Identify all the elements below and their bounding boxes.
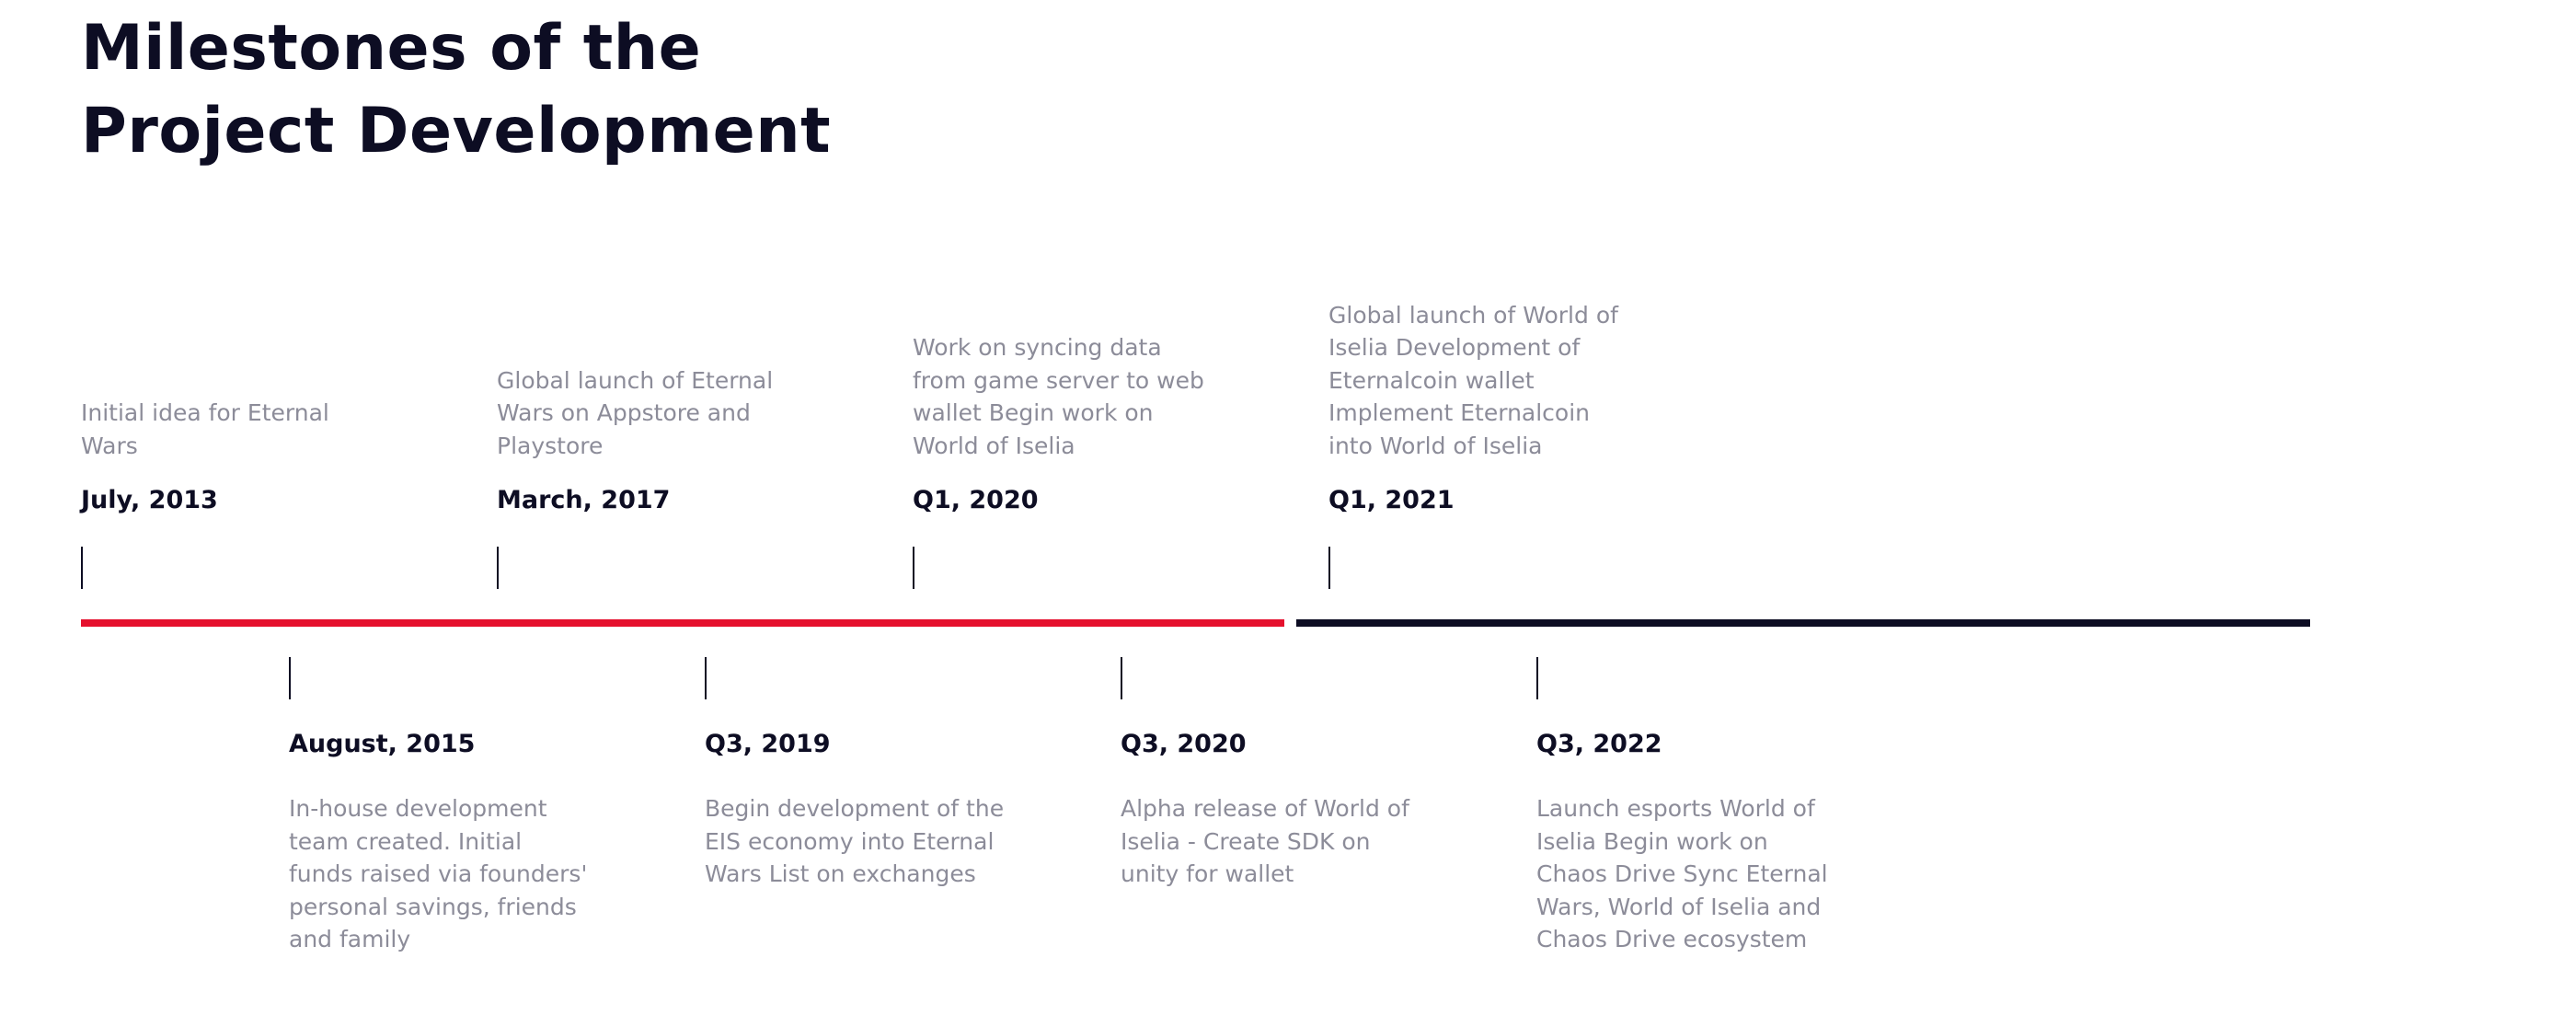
page-title: Milestones of the Project Development [81, 7, 831, 173]
milestone-date: March, 2017 [497, 486, 671, 514]
milestone-description: Work on syncing data from game server to… [913, 334, 1204, 459]
milestone-tick [705, 657, 707, 699]
milestone-description: Global launch of Eternal Wars on Appstor… [497, 366, 774, 459]
milestone-date: July, 2013 [81, 486, 218, 514]
milestone-tick [1328, 547, 1330, 589]
milestone-date: Q3, 2020 [1121, 730, 1247, 758]
milestone-date: Q1, 2021 [1328, 486, 1455, 514]
milestone-description: Alpha release of World of Iselia - Creat… [1121, 795, 1409, 887]
milestone-tick [913, 547, 914, 589]
milestone-tick [497, 547, 499, 589]
milestone-date: Q3, 2022 [1536, 730, 1662, 758]
milestone-description: Launch esports World of Iselia Begin wor… [1536, 795, 1828, 952]
milestone-tick [289, 657, 291, 699]
milestone-description: Initial idea for Eternal Wars [81, 399, 329, 459]
milestone-tick [81, 547, 83, 589]
milestone-description: In-house development team created. Initi… [289, 795, 588, 952]
timeline-completed-line [81, 619, 1284, 627]
milestone-description: Global launch of World of Iselia Develop… [1328, 301, 1618, 459]
page-title-line-1: Milestones of the [81, 12, 702, 85]
milestone-description: Begin development of the EIS economy int… [705, 795, 1005, 887]
milestone-date: August, 2015 [289, 730, 476, 758]
milestone-date: Q3, 2019 [705, 730, 831, 758]
milestone-tick [1121, 657, 1122, 699]
timeline-upcoming-line [1296, 619, 2310, 627]
page-title-line-2: Project Development [81, 95, 832, 167]
milestone-tick [1536, 657, 1538, 699]
milestone-date: Q1, 2020 [913, 486, 1039, 514]
